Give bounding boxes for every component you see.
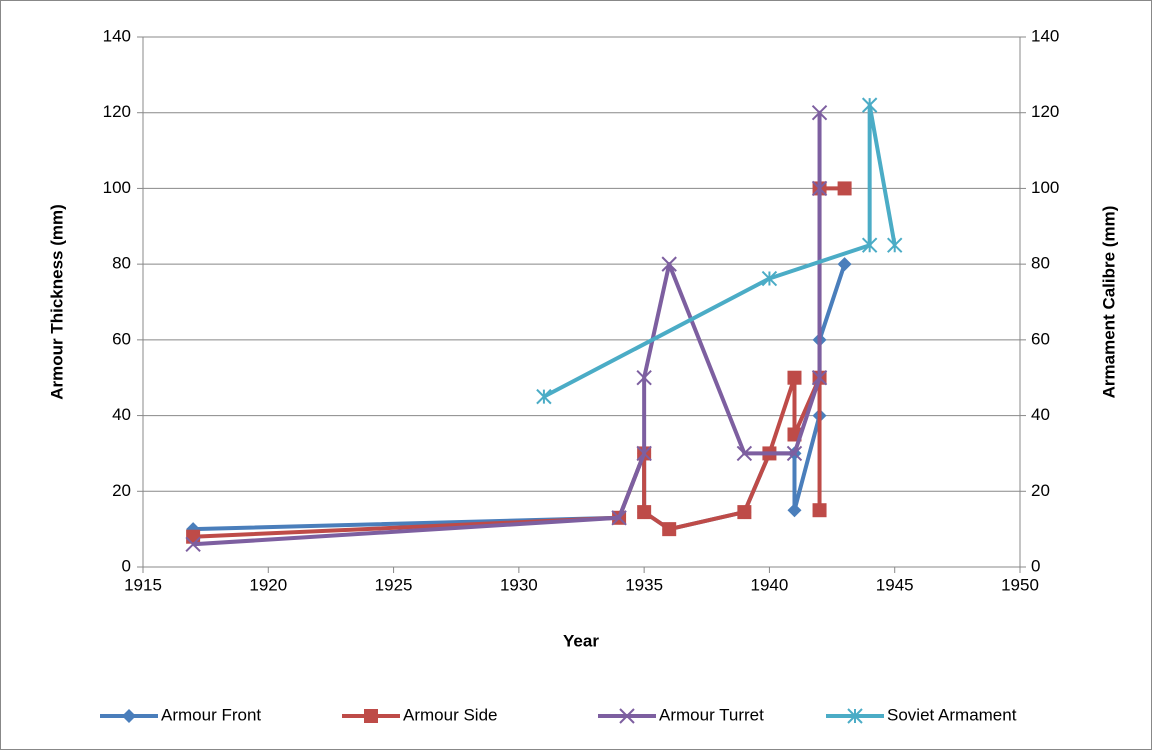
marker [611, 510, 627, 526]
marker [787, 503, 802, 518]
y-tick-label: 80 [112, 254, 131, 273]
legend-marker [122, 709, 136, 723]
legend-marker [364, 709, 378, 723]
y-axis-title: Armour Thickness (mm) [47, 204, 66, 400]
y-tick-label: 60 [112, 329, 131, 348]
y-tick-label: 100 [103, 178, 131, 197]
x-tick-label: 1930 [500, 575, 538, 594]
marker [661, 256, 677, 272]
y2-tick-label: 0 [1031, 556, 1040, 575]
marker [837, 257, 852, 272]
marker [185, 536, 201, 552]
y2-tick-label: 120 [1031, 102, 1059, 121]
x-tick-label: 1950 [1001, 575, 1039, 594]
legend-label: Armour Turret [659, 705, 764, 724]
legend-label: Armour Front [161, 705, 261, 724]
marker [861, 237, 878, 253]
y2-axis-title: Armament Calibre (mm) [1099, 206, 1118, 399]
legend-label: Armour Side [403, 705, 497, 724]
marker [737, 505, 752, 520]
marker [861, 97, 878, 113]
x-tick-label: 1915 [124, 575, 162, 594]
marker [786, 445, 803, 462]
x-tick-label: 1945 [876, 575, 914, 594]
marker [811, 105, 828, 121]
x-tick-label: 1920 [249, 575, 287, 594]
series-line [192, 110, 822, 547]
y-tick-label: 140 [103, 26, 131, 45]
legend-marker [847, 708, 863, 724]
marker [536, 388, 552, 405]
x-tick-label: 1940 [751, 575, 789, 594]
y-tick-label: 0 [122, 556, 131, 575]
marker [637, 505, 652, 520]
marker [736, 445, 753, 462]
marker [811, 180, 828, 197]
y-tick-label: 20 [112, 481, 131, 500]
x-tick-label: 1935 [625, 575, 663, 594]
y2-tick-label: 20 [1031, 481, 1050, 500]
marker [186, 529, 201, 544]
x-axis-title: Year [563, 631, 599, 650]
y2-tick-label: 80 [1031, 254, 1050, 273]
marker [837, 181, 852, 196]
y2-tick-label: 40 [1031, 405, 1050, 424]
legend-label: Soviet Armament [887, 705, 1017, 724]
marker [662, 522, 677, 537]
y-tick-label: 40 [112, 405, 131, 424]
marker [636, 370, 652, 386]
marker [887, 237, 903, 253]
marker [812, 503, 827, 518]
marker [811, 370, 828, 386]
marker [787, 370, 802, 385]
x-tick-label: 1925 [375, 575, 413, 594]
legend-marker [619, 708, 635, 724]
y-tick-label: 120 [103, 102, 131, 121]
y2-tick-label: 60 [1031, 329, 1050, 348]
y2-tick-label: 140 [1031, 26, 1059, 45]
marker [761, 270, 778, 287]
marker [636, 445, 652, 462]
y2-tick-label: 100 [1031, 178, 1059, 197]
